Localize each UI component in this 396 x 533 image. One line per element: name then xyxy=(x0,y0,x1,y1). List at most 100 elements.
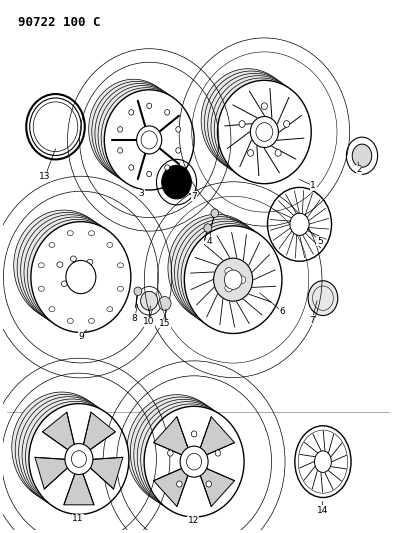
Ellipse shape xyxy=(268,188,331,261)
Ellipse shape xyxy=(67,318,73,324)
Ellipse shape xyxy=(295,426,351,497)
Text: 13: 13 xyxy=(39,172,51,181)
Ellipse shape xyxy=(261,103,267,109)
Ellipse shape xyxy=(137,126,162,154)
Ellipse shape xyxy=(129,110,134,115)
Ellipse shape xyxy=(204,224,212,232)
Ellipse shape xyxy=(213,258,253,301)
Ellipse shape xyxy=(87,260,93,265)
Ellipse shape xyxy=(134,399,234,510)
Ellipse shape xyxy=(184,226,282,334)
Ellipse shape xyxy=(118,127,123,132)
Ellipse shape xyxy=(88,231,95,236)
Ellipse shape xyxy=(141,404,241,515)
Text: 90722 100 C: 90722 100 C xyxy=(18,16,101,29)
Ellipse shape xyxy=(30,98,81,156)
Ellipse shape xyxy=(201,69,295,172)
Polygon shape xyxy=(196,417,234,459)
Text: 14: 14 xyxy=(316,506,328,515)
Ellipse shape xyxy=(127,394,227,505)
Ellipse shape xyxy=(178,221,275,329)
Text: 8: 8 xyxy=(132,314,138,322)
Ellipse shape xyxy=(134,287,142,295)
Ellipse shape xyxy=(15,394,115,505)
Ellipse shape xyxy=(162,165,191,199)
Ellipse shape xyxy=(31,222,131,333)
Ellipse shape xyxy=(165,165,169,170)
Ellipse shape xyxy=(225,270,242,289)
Polygon shape xyxy=(42,412,77,456)
Ellipse shape xyxy=(204,71,298,174)
Ellipse shape xyxy=(352,144,372,167)
Polygon shape xyxy=(81,412,115,456)
Ellipse shape xyxy=(118,286,124,292)
Text: 10: 10 xyxy=(143,317,154,326)
Text: 9: 9 xyxy=(78,332,84,341)
Ellipse shape xyxy=(211,209,219,217)
Text: 7: 7 xyxy=(309,316,315,325)
Ellipse shape xyxy=(217,80,311,184)
Ellipse shape xyxy=(176,127,181,132)
Text: 1: 1 xyxy=(310,181,316,190)
Ellipse shape xyxy=(14,210,114,321)
Ellipse shape xyxy=(158,296,171,310)
Ellipse shape xyxy=(290,213,309,236)
Ellipse shape xyxy=(308,281,338,316)
Ellipse shape xyxy=(180,446,208,477)
Text: 3: 3 xyxy=(139,189,144,198)
Ellipse shape xyxy=(21,215,120,326)
Ellipse shape xyxy=(147,103,152,109)
Text: 2: 2 xyxy=(356,165,362,174)
Polygon shape xyxy=(35,457,76,489)
Ellipse shape xyxy=(275,150,281,156)
Ellipse shape xyxy=(17,212,117,323)
Ellipse shape xyxy=(118,263,124,268)
Ellipse shape xyxy=(176,148,181,153)
Ellipse shape xyxy=(95,84,185,184)
Ellipse shape xyxy=(175,219,272,327)
Ellipse shape xyxy=(165,110,169,115)
Ellipse shape xyxy=(66,261,96,294)
Ellipse shape xyxy=(248,150,254,156)
Text: 7: 7 xyxy=(191,192,197,201)
Ellipse shape xyxy=(104,90,194,190)
Ellipse shape xyxy=(24,217,124,328)
Ellipse shape xyxy=(171,216,269,324)
Text: 5: 5 xyxy=(317,237,323,246)
Ellipse shape xyxy=(137,402,237,512)
Ellipse shape xyxy=(206,481,211,487)
Ellipse shape xyxy=(250,117,278,148)
Ellipse shape xyxy=(101,88,191,188)
Ellipse shape xyxy=(27,220,128,330)
Ellipse shape xyxy=(107,243,113,247)
Ellipse shape xyxy=(225,284,233,292)
Ellipse shape xyxy=(168,214,266,322)
Ellipse shape xyxy=(214,78,308,181)
Ellipse shape xyxy=(129,165,134,170)
Ellipse shape xyxy=(239,120,245,127)
Ellipse shape xyxy=(98,86,188,186)
Text: 15: 15 xyxy=(159,319,171,328)
Ellipse shape xyxy=(181,223,279,331)
Ellipse shape xyxy=(61,281,67,286)
Text: 4: 4 xyxy=(207,237,213,246)
Ellipse shape xyxy=(168,450,173,456)
Text: 11: 11 xyxy=(72,514,84,523)
Ellipse shape xyxy=(147,171,152,177)
Ellipse shape xyxy=(284,120,290,127)
Ellipse shape xyxy=(29,403,129,514)
Ellipse shape xyxy=(82,284,88,290)
Text: 6: 6 xyxy=(279,307,285,316)
Ellipse shape xyxy=(57,262,63,268)
Ellipse shape xyxy=(256,123,273,141)
Ellipse shape xyxy=(107,306,113,312)
Ellipse shape xyxy=(238,276,246,284)
Ellipse shape xyxy=(67,231,73,236)
Ellipse shape xyxy=(141,131,157,149)
Ellipse shape xyxy=(118,148,123,153)
Polygon shape xyxy=(154,417,192,459)
Ellipse shape xyxy=(191,431,197,437)
Ellipse shape xyxy=(92,82,182,182)
Ellipse shape xyxy=(70,256,76,262)
Ellipse shape xyxy=(26,94,85,159)
